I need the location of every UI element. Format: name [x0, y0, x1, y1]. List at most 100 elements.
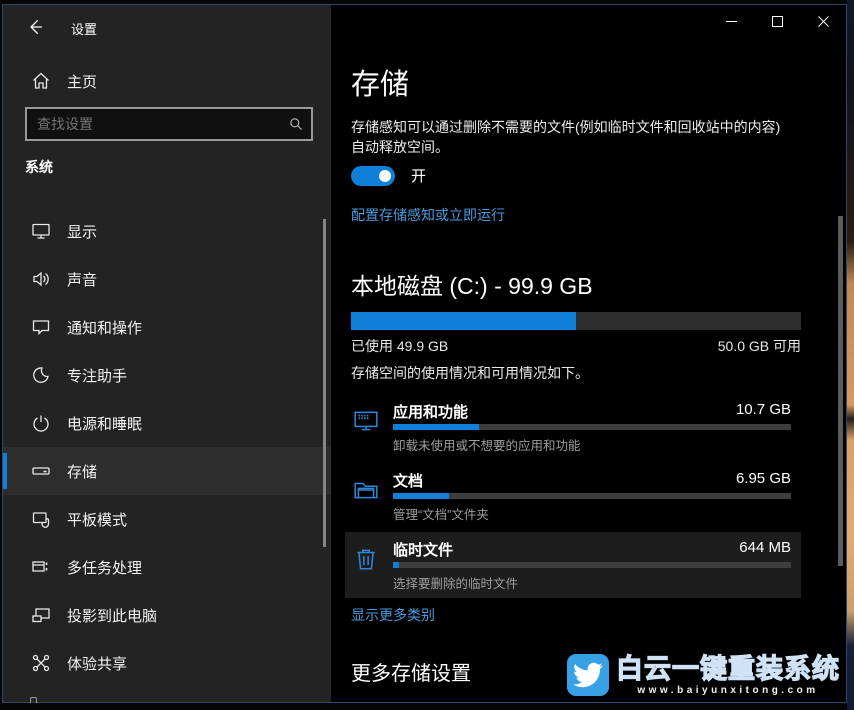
sidebar-item-home[interactable]: 主页 — [3, 63, 331, 99]
sidebar-item-label: 体验共享 — [67, 655, 128, 673]
watermark-bird-logo — [567, 654, 609, 696]
storage-sense-description-line2: 自动释放空间。 — [351, 139, 449, 155]
sidebar-item-shared-experiences[interactable]: 体验共享 — [3, 639, 331, 687]
storage-sense-description: 存储感知可以通过删除不需要的文件(例如临时文件和回收站中的内容) 自动释放空间。 — [351, 117, 803, 157]
disk-usage-bar-fill — [351, 312, 576, 330]
settings-window: 设置 主页 系统 — [2, 4, 847, 703]
category-description: 管理“文档”文件夹 — [393, 508, 489, 522]
watermark: 白云一键重装系统 www.baiyunxitong.com — [567, 653, 840, 696]
back-button[interactable] — [19, 13, 53, 41]
watermark-url: www.baiyunxitong.com — [637, 685, 819, 696]
tablet-mode-icon — [31, 509, 51, 529]
sidebar-item-storage[interactable]: 存储 — [3, 447, 331, 495]
category-row-temporary-files[interactable]: 临时文件 644 MB 选择要删除的临时文件 — [345, 532, 801, 598]
main-scrollbar[interactable] — [838, 216, 843, 566]
shared-experiences-icon — [31, 653, 51, 673]
category-size: 6.95 GB — [735, 470, 791, 487]
storage-sense-description-line1: 存储感知可以通过删除不需要的文件(例如临时文件和回收站中的内容) — [351, 119, 781, 135]
sidebar-item-label: 通知和操作 — [67, 319, 143, 337]
sidebar-item-label: 电源和睡眠 — [67, 415, 143, 433]
category-description: 卸载未使用或不想要的应用和功能 — [393, 439, 581, 453]
category-bar-fill — [393, 562, 399, 568]
back-icon — [30, 20, 43, 34]
sidebar-item-label: 主页 — [67, 73, 98, 91]
selected-accent-bar — [3, 453, 7, 489]
disk-title: 本地磁盘 (C:) - 99.9 GB — [351, 273, 593, 299]
sidebar-item-label: 多任务处理 — [67, 559, 143, 577]
sidebar-scrollbar[interactable] — [323, 219, 326, 547]
page-title: 存储 — [351, 69, 410, 101]
sidebar-item-label: 平板模式 — [67, 511, 128, 529]
storage-sense-toggle-row: 开 — [351, 165, 426, 186]
category-rows: 应用和功能 10.7 GB 卸载未使用或不想要的应用和功能 文档 6.95 GB — [345, 394, 801, 601]
search-box — [25, 107, 313, 141]
minimize-icon — [725, 21, 737, 22]
notifications-icon — [31, 317, 51, 337]
close-button[interactable] — [800, 5, 846, 38]
category-size: 10.7 GB — [735, 401, 791, 418]
category-description: 选择要删除的临时文件 — [393, 577, 519, 591]
sidebar-item-focus-assist[interactable]: 专注助手 — [3, 351, 331, 399]
category-row-apps-features[interactable]: 应用和功能 10.7 GB 卸载未使用或不想要的应用和功能 — [345, 394, 801, 460]
storage-sense-toggle[interactable] — [351, 165, 395, 186]
window-controls — [708, 5, 846, 38]
toggle-state-label: 开 — [411, 168, 427, 185]
search-input[interactable] — [27, 116, 281, 132]
sidebar-item-multitasking[interactable]: 多任务处理 — [3, 543, 331, 591]
category-bar — [393, 562, 791, 568]
category-bar-fill — [393, 493, 449, 499]
apps-features-icon — [353, 408, 379, 434]
sidebar-item-label: 存储 — [67, 463, 98, 481]
category-name: 临时文件 — [393, 542, 454, 559]
bird-icon — [573, 662, 603, 688]
category-size: 644 MB — [739, 539, 791, 556]
maximize-button[interactable] — [754, 5, 800, 38]
show-more-categories-link[interactable]: 显示更多类别 — [351, 607, 435, 623]
power-icon — [31, 413, 51, 433]
sidebar-item-tablet-mode[interactable]: 平板模式 — [3, 495, 331, 543]
minimize-button[interactable] — [708, 5, 754, 38]
sidebar-item-power-sleep[interactable]: 电源和睡眠 — [3, 399, 331, 447]
category-bar — [393, 493, 791, 499]
storage-icon — [31, 461, 51, 481]
sidebar-item-label: 声音 — [67, 271, 98, 289]
category-bar-fill — [393, 424, 479, 430]
sidebar-item-display[interactable]: 显示 — [3, 207, 331, 255]
watermark-title: 白云一键重装系统 — [615, 653, 840, 684]
clipped-next-item-icon — [30, 697, 37, 703]
sidebar: 设置 主页 系统 — [3, 5, 331, 703]
desktop-wallpaper-strip — [847, 0, 854, 710]
project-icon — [31, 605, 51, 625]
documents-folder-icon — [353, 477, 379, 503]
window-title: 设置 — [71, 22, 98, 37]
main-pane: 存储 存储感知可以通过删除不需要的文件(例如临时文件和回收站中的内容) 自动释放… — [331, 5, 846, 702]
toggle-knob — [379, 169, 391, 182]
multitasking-icon — [31, 557, 51, 577]
close-icon — [817, 16, 829, 27]
more-storage-settings-title: 更多存储设置 — [351, 663, 471, 685]
sidebar-item-label: 投影到此电脑 — [67, 607, 158, 625]
category-bar — [393, 424, 791, 430]
category-name: 应用和功能 — [393, 404, 469, 421]
disk-usage-labels: 已使用 49.9 GB 50.0 GB 可用 — [351, 336, 801, 356]
sidebar-item-sound[interactable]: 声音 — [3, 255, 331, 303]
search-icon[interactable] — [281, 116, 311, 132]
disk-free-label: 50.0 GB 可用 — [717, 338, 801, 354]
sidebar-section-system: 系统 — [25, 159, 53, 175]
sidebar-nav-list: 显示 声音 通知和操作 — [3, 207, 331, 687]
usage-caption: 存储空间的使用情况和可用情况如下。 — [351, 365, 589, 381]
focus-assist-icon — [31, 365, 51, 385]
trash-icon — [353, 546, 379, 572]
category-name: 文档 — [393, 473, 424, 490]
display-icon — [31, 221, 51, 241]
category-row-documents[interactable]: 文档 6.95 GB 管理“文档”文件夹 — [345, 463, 801, 529]
titlebar: 设置 — [3, 5, 331, 49]
maximize-icon — [771, 16, 783, 27]
disk-used-label: 已使用 49.9 GB — [351, 338, 449, 354]
sidebar-item-projecting[interactable]: 投影到此电脑 — [3, 591, 331, 639]
sound-icon — [31, 269, 51, 289]
disk-usage-bar — [351, 312, 801, 330]
sidebar-item-notifications[interactable]: 通知和操作 — [3, 303, 331, 351]
watermark-text: 白云一键重装系统 www.baiyunxitong.com — [615, 653, 840, 696]
configure-storage-sense-link[interactable]: 配置存储感知或立即运行 — [351, 207, 505, 223]
